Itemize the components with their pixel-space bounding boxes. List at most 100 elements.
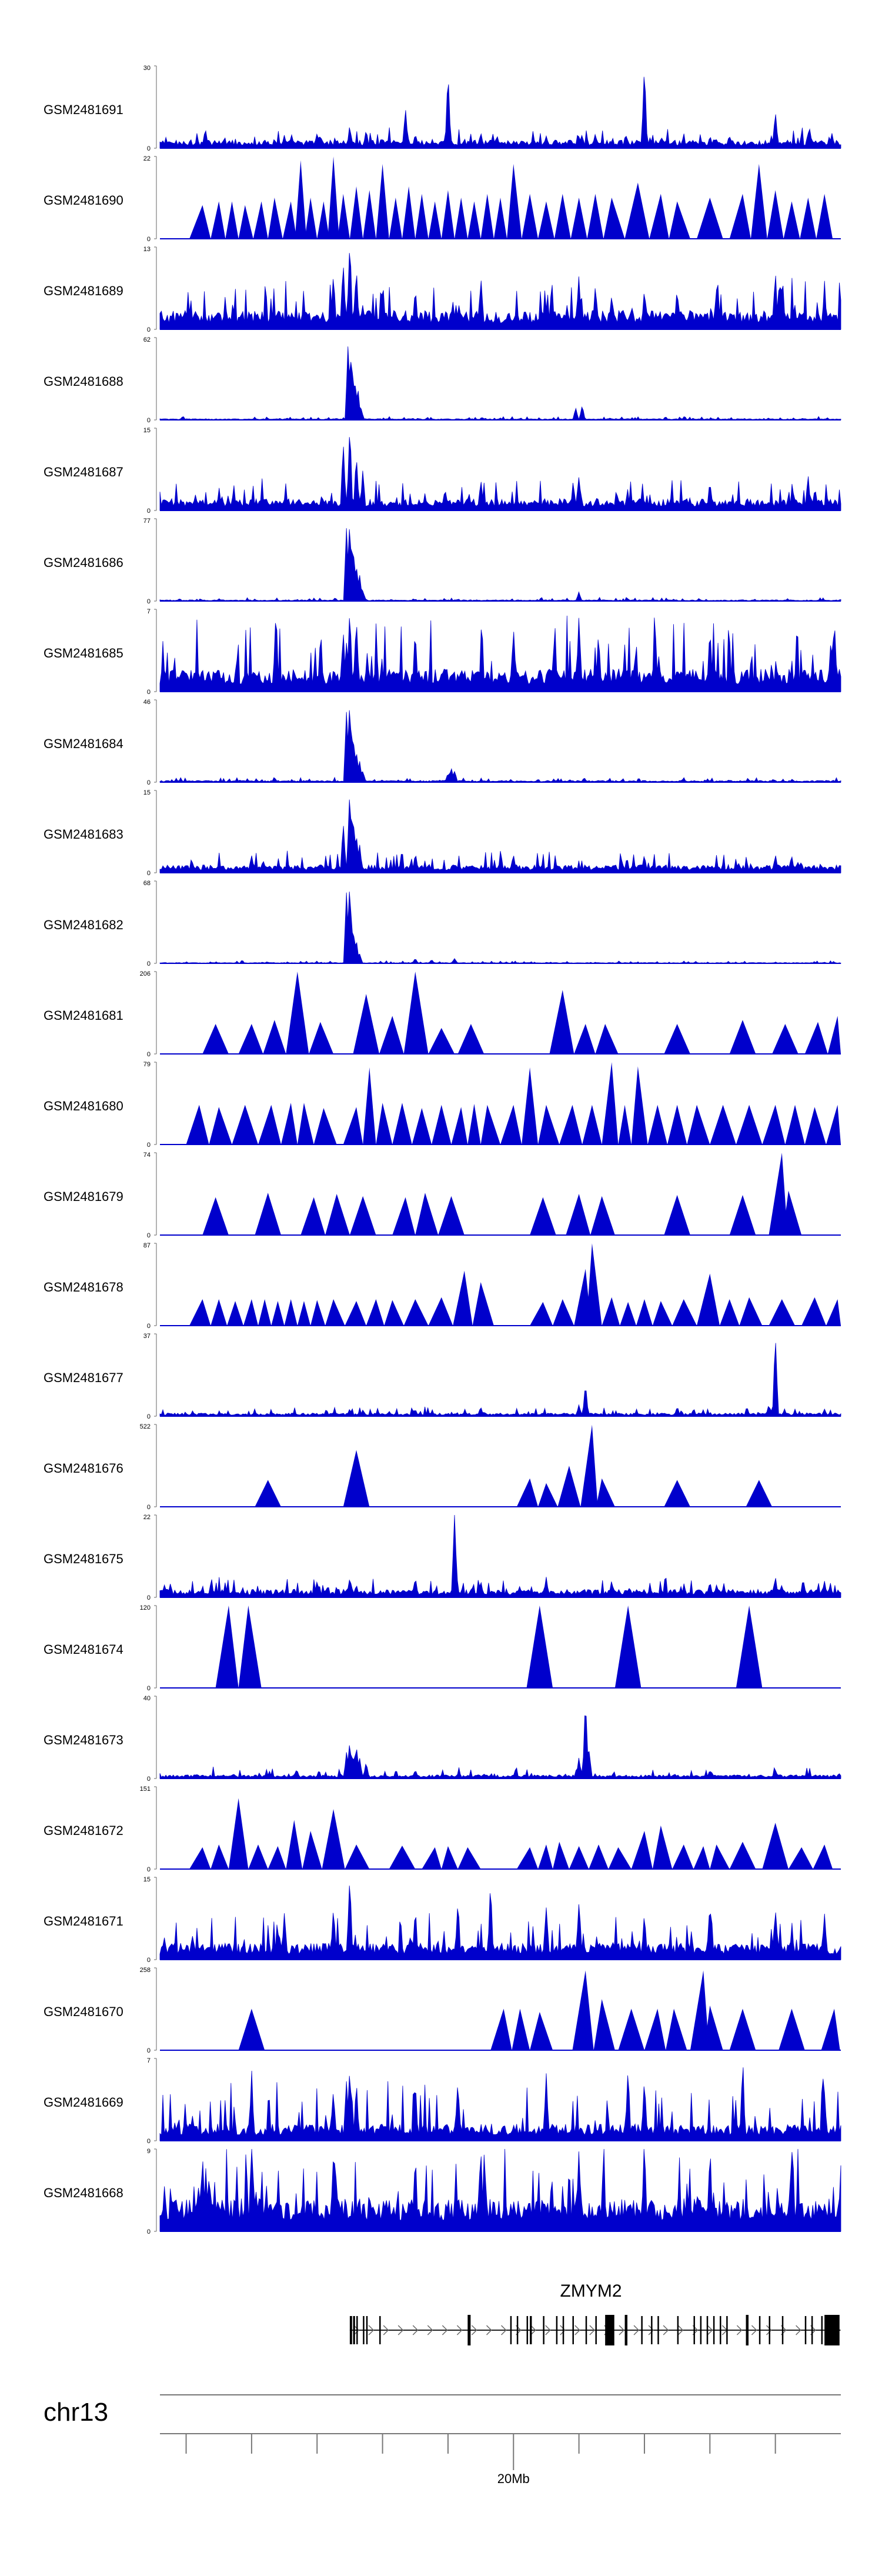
gene-exon [821, 2316, 823, 2344]
signal-peak [441, 1846, 458, 1869]
signal-peak [813, 1844, 833, 1869]
signal-coverage [159, 1886, 841, 1960]
gene-exon [781, 2316, 784, 2344]
signal-peak [389, 198, 402, 239]
signal-peak [593, 1999, 615, 2050]
strand-arrow [751, 2325, 757, 2335]
signal-peak [736, 1105, 763, 1144]
signal-peak [328, 156, 339, 239]
track-label: GSM2481683 [44, 827, 123, 842]
signal-peak [392, 1103, 412, 1144]
signal-peak [664, 1024, 690, 1054]
gene-exon [366, 2316, 368, 2344]
signal-track: GSM2481683 15 0 [44, 789, 841, 877]
gene-exon [746, 2315, 749, 2345]
track-label: GSM2481686 [44, 555, 123, 570]
signal-peak [366, 1299, 385, 1326]
signal-track: GSM2481676 522 0 [44, 1423, 841, 1511]
axis-major-tick-label: 20Mb [497, 2471, 530, 2486]
signal-peak [403, 972, 429, 1054]
signal-peak [693, 1846, 710, 1869]
signal-track: GSM2481672 151 0 [44, 1786, 841, 1873]
track-ymin-label: 0 [147, 326, 151, 333]
signal-peak [574, 1269, 592, 1326]
gene-model [349, 2315, 841, 2345]
signal-peak [363, 1067, 376, 1144]
chromosome-axis: chr13 20Mb [44, 2394, 841, 2486]
signal-peak [349, 186, 363, 239]
signal-peak [652, 1301, 673, 1326]
track-ymin-label: 0 [147, 508, 151, 515]
signal-peak [729, 1194, 756, 1235]
signal-peak [549, 990, 574, 1054]
signal-peak [589, 1844, 609, 1869]
signal-peak [322, 1809, 345, 1869]
signal-peak [769, 1153, 788, 1235]
signal-peak [297, 1301, 311, 1326]
strand-arrow [589, 2325, 595, 2335]
signal-track: GSM2481684 46 0 [44, 699, 841, 786]
signal-peak [441, 190, 455, 239]
signal-peak [618, 1105, 632, 1144]
gene-utr-block [824, 2315, 840, 2345]
signal-peak [672, 1844, 694, 1869]
signal-peak [772, 1024, 799, 1054]
signal-peak [403, 1299, 429, 1326]
signal-peak [580, 1424, 598, 1507]
signal-peak [467, 201, 481, 239]
signal-peak [202, 1024, 229, 1054]
signal-peak [667, 1105, 687, 1144]
signal-peak [586, 1243, 602, 1326]
signal-coverage [159, 891, 841, 964]
signal-track: GSM2481690 22 0 [44, 155, 841, 243]
signal-track: GSM2481682 68 0 [44, 880, 841, 967]
signal-peak [258, 1105, 281, 1144]
track-label: GSM2481675 [44, 1551, 123, 1566]
track-label: GSM2481680 [44, 1099, 123, 1113]
gene-exon [572, 2316, 574, 2344]
signal-peak [345, 1844, 370, 1869]
track-ymin-label: 0 [147, 1776, 151, 1783]
signal-track: GSM2481670 258 0 [44, 1967, 841, 2054]
signal-peak [438, 1196, 465, 1235]
signal-peak [472, 1282, 494, 1326]
signal-coverage [159, 2067, 841, 2141]
signal-peak [238, 1024, 263, 1054]
track-label: GSM2481676 [44, 1461, 123, 1476]
strand-arrow [736, 2325, 743, 2335]
signal-peak [572, 1970, 594, 2050]
signal-peak [530, 2011, 553, 2050]
gene-exon [693, 2316, 695, 2344]
signal-peak [227, 1301, 243, 1326]
gene-exon [349, 2316, 352, 2344]
signal-peak [710, 1105, 736, 1144]
strand-arrow [486, 2325, 492, 2335]
signal-coverage [159, 710, 841, 783]
track-ymin-label: 0 [147, 1323, 151, 1330]
gene-exon [759, 2316, 761, 2344]
signal-peak [816, 193, 833, 239]
signal-track: GSM2481688 62 0 [44, 336, 841, 424]
track-label: GSM2481677 [44, 1370, 123, 1385]
signal-peak [729, 1841, 756, 1869]
track-ymax-label: 120 [140, 1604, 151, 1611]
track-ymin-label: 0 [147, 236, 151, 243]
signal-peak [553, 1841, 569, 1869]
gene-exon [700, 2316, 702, 2344]
signal-peak [353, 994, 380, 1054]
signal-peak [602, 1297, 620, 1326]
track-label: GSM2481673 [44, 1733, 123, 1747]
track-label: GSM2481681 [44, 1008, 123, 1023]
track-ymin-label: 0 [147, 598, 151, 605]
signal-peak [538, 201, 554, 239]
signal-peak [538, 1483, 558, 1507]
track-ymin-label: 0 [147, 960, 151, 967]
gene-exon [526, 2316, 529, 2344]
signal-coverage [159, 2148, 841, 2232]
signal-peak [553, 1299, 574, 1326]
strand-arrow [442, 2325, 448, 2335]
signal-peak [248, 1844, 268, 1869]
signal-peak [310, 1300, 326, 1326]
signal-peak [215, 1606, 239, 1688]
signal-peak [821, 2008, 840, 2050]
